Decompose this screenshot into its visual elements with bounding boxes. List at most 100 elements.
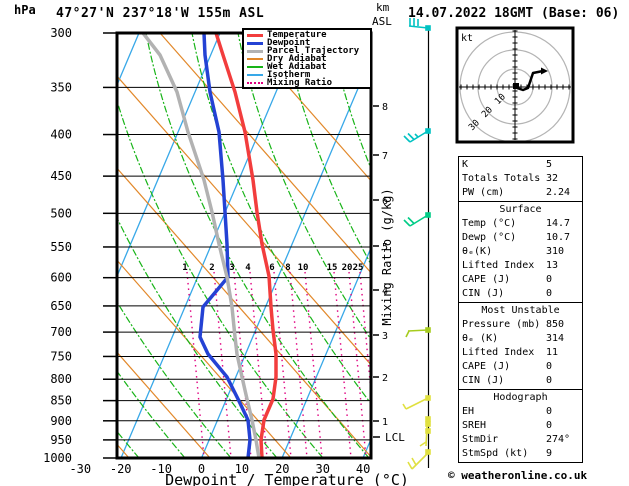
indices-row: EH 0 [462,405,579,419]
legend-item: Isotherm [247,70,370,80]
svg-text:1: 1 [382,417,388,428]
indices-panel: K 5 Totals Totals 32 PW (cm) 2.24 Surface Temp … [458,156,583,463]
indices-box-header: Most Unstable [481,305,560,316]
plot-area: 1 2 3 4 6 8 10 15 20 25 [117,33,371,458]
mixing-ratio-axis-label: Mixing Ratio (g/kg) [380,188,394,325]
indices-box: Hodograph EH 0 SREH 0 StmDir 274° StmSpd (kt) 9 [458,389,583,463]
legend-label: Dry Adiabat [267,54,327,64]
legend-label: Isotherm [267,70,311,80]
indices-label: Temp (°C) [462,218,517,229]
altitude-axis-unit-asl: ASL [372,15,392,28]
svg-text:3: 3 [229,263,234,273]
legend-label: Dewpoint [267,38,311,48]
indices-label: EH [462,406,475,417]
wind-barb [408,18,431,31]
svg-text:7: 7 [382,151,388,162]
svg-text:40: 40 [356,462,370,476]
indices-value: 274° [546,434,571,445]
indices-row: Lifted Index 11 [462,346,579,360]
legend-label: Temperature [267,30,327,40]
svg-text:20: 20 [342,263,353,273]
legend-swatch-parcel-trajectory [247,49,263,53]
mixing-ratio-labels: 1 2 3 4 6 8 10 15 20 25 [182,263,363,273]
svg-text:20: 20 [275,462,289,476]
legend-item: Wet Adiabat [247,62,370,72]
svg-text:-10: -10 [150,462,172,476]
indices-label: K [462,159,469,170]
legend-item: Temperature [247,30,370,40]
legend-swatch-wet-adiabat [247,66,263,68]
svg-text:4: 4 [382,286,388,297]
legend-item: Mixing Ratio [247,78,370,88]
indices-value: 0 [546,420,553,431]
svg-text:700: 700 [50,325,72,339]
indices-label: PW (cm) [462,187,505,198]
indices-value: 14.7 [546,218,571,229]
svg-text:15: 15 [327,263,338,273]
indices-row: Totals Totals 32 [462,172,579,186]
svg-text:500: 500 [50,206,72,220]
indices-row: PW (cm) 2.24 [462,186,579,200]
copyright: © weatheronline.co.uk [448,469,588,482]
indices-value: 0 [546,274,553,285]
legend-label: Mixing Ratio [267,78,333,88]
svg-text:10: 10 [235,462,249,476]
svg-text:30: 30 [315,462,329,476]
svg-text:1: 1 [182,263,187,273]
indices-value: 9 [546,448,553,459]
indices-row: θₑ(K) 310 [462,245,579,259]
lcl-label: LCL [385,431,405,444]
indices-value: 314 [546,333,565,344]
wind-barb [405,327,431,338]
indices-value: 0 [546,288,553,299]
svg-text:550: 550 [50,240,72,254]
indices-value: 0 [546,375,553,386]
svg-text:3: 3 [382,331,388,342]
indices-box: K 5 Totals Totals 32 PW (cm) 2.24 [458,156,583,202]
hodograph-trace [516,69,544,92]
svg-text:850: 850 [50,394,72,408]
indices-row: CAPE (J) 0 [462,360,579,374]
hodograph-unit: kt [461,33,473,44]
svg-text:6: 6 [269,263,274,273]
indices-label: StmSpd (kt) [462,448,529,459]
svg-text:1000: 1000 [43,451,72,465]
indices-value: 11 [546,347,559,358]
legend-swatch-dry-adiabat [247,58,263,60]
legend-item: Dewpoint [247,38,370,48]
svg-text:950: 950 [50,433,72,447]
indices-label: Lifted Index [462,260,535,271]
altitude-axis-unit-km: km [376,1,390,14]
legend-label: Parcel Trajectory [267,46,360,56]
parcel-trajectory-curve [141,33,261,458]
indices-box: Surface Temp (°C) 14.7 Dewp (°C) 10.7 θₑ(K) 31… [458,201,583,303]
svg-text:6: 6 [382,196,388,207]
indices-value: 32 [546,173,559,184]
indices-label: θₑ(K) [462,246,493,257]
legend-swatch-dewpoint [247,41,263,45]
svg-text:-30: -30 [69,462,91,476]
svg-text:-20: -20 [110,462,132,476]
svg-text:8: 8 [285,263,290,273]
legend-swatch-isotherm [247,74,263,76]
indices-box-header: Hodograph [493,392,548,403]
indices-label: CIN (J) [462,375,505,386]
wind-barb [419,421,431,447]
svg-text:300: 300 [50,26,72,40]
indices-value: 10.7 [546,232,571,243]
indices-label: StmDir [462,434,499,445]
legend-label: Wet Adiabat [267,62,327,72]
wind-barb [402,395,431,410]
legend-swatch-temperature [247,33,263,37]
indices-row: Dewp (°C) 10.7 [462,231,579,245]
indices-value: 310 [546,246,565,257]
indices-label: CAPE (J) [462,274,511,285]
legend: Temperature Dewpoint Parcel Trajectory Dry … [242,28,372,89]
indices-label: Pressure (mb) [462,319,541,330]
indices-label: Lifted Index [462,347,535,358]
indices-label: θₑ (K) [462,333,499,344]
svg-text:800: 800 [50,372,72,386]
